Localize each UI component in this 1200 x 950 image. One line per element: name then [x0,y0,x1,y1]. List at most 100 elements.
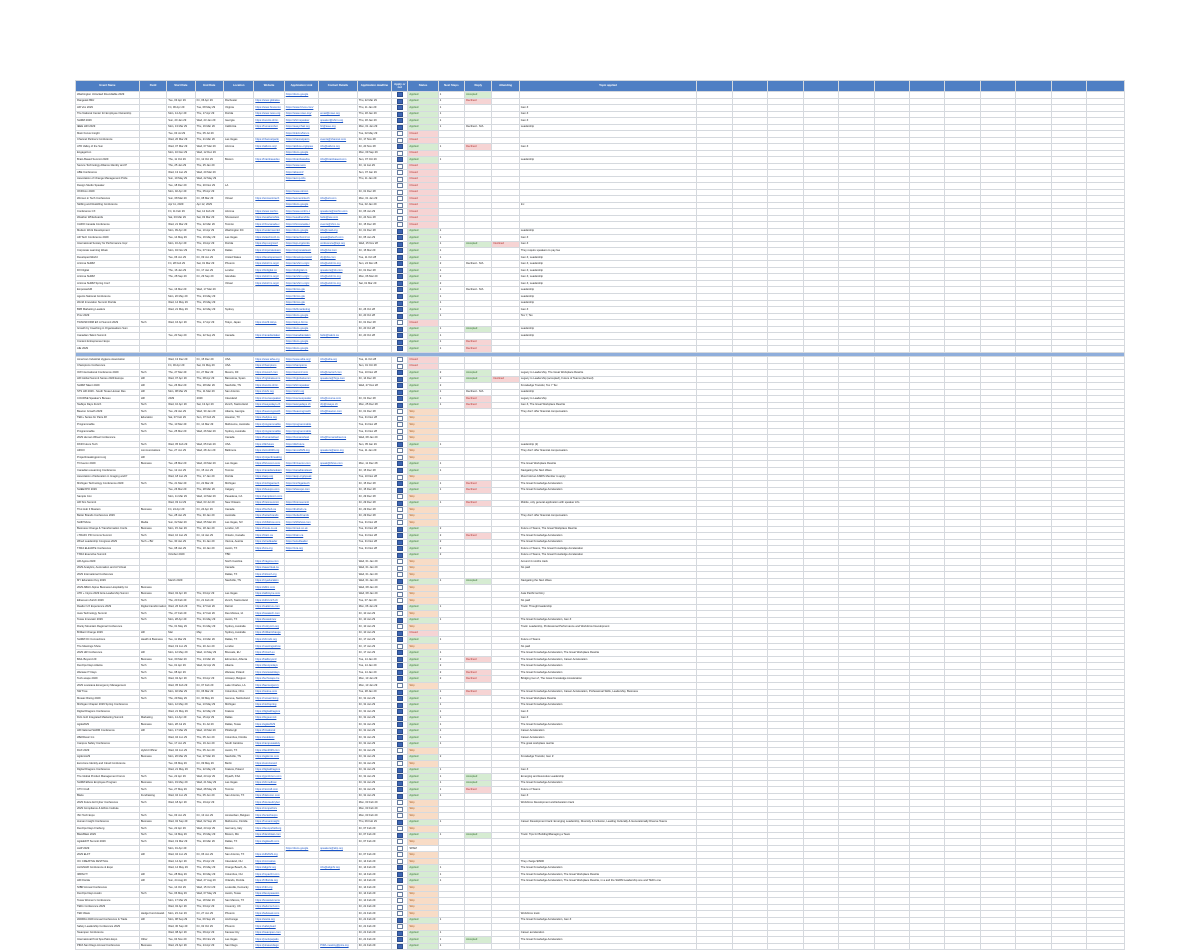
apply-checkbox[interactable] [396,340,403,345]
apply-checkbox[interactable] [396,689,403,695]
apply-checkbox[interactable] [396,500,403,506]
apply-checkbox[interactable] [396,852,403,858]
apply-checkbox[interactable] [396,644,403,649]
apply-checkbox[interactable] [396,663,403,669]
next-steps-cell[interactable]: 1 [437,942,466,950]
apply-checkbox[interactable] [396,494,403,500]
attending-cell[interactable] [491,345,520,353]
empty-cell[interactable] [696,942,733,950]
column-header[interactable]: Event Name [75,80,140,92]
apply-checkbox[interactable] [396,151,403,156]
apply-checkbox[interactable] [396,670,403,675]
apply-checkbox[interactable] [396,370,403,376]
apply-checkbox[interactable] [396,383,403,389]
apply-checkbox[interactable] [396,242,403,247]
apply-checkbox[interactable] [396,742,403,747]
column-header[interactable]: Website [253,80,285,92]
table-row[interactable]: ATD Valley of the Sun Wed, 07 Mar 29 Wed, … [75,143,1125,151]
apply-checkbox[interactable] [396,461,403,467]
apply-checkbox[interactable] [396,274,403,280]
column-header[interactable]: Start Date [166,80,196,92]
empty-header-cell[interactable] [908,80,946,92]
event-name-cell[interactable]: PIRA San Diego Annual Conference [75,942,140,950]
empty-cell[interactable] [1050,942,1088,950]
apply-checkbox[interactable] [396,878,403,884]
apply-checkbox[interactable] [396,637,403,643]
apply-checkbox[interactable] [396,761,403,767]
apply-checkbox[interactable] [396,917,403,923]
table-row[interactable]: ABE Conference Wed, 13 Jan 29 Wed, 20 Mar … [75,169,1125,177]
apply-checkbox[interactable] [396,196,403,202]
empty-cell[interactable] [802,942,840,950]
apply-checkbox[interactable] [396,468,403,473]
table-row[interactable]: CHRO Canada Conference Wed, 21 Mar 29 Thu,… [75,221,1125,229]
column-header[interactable]: Contact Details [318,80,358,92]
empty-cell[interactable] [979,942,1017,950]
apply-checkbox[interactable] [396,403,403,408]
column-header[interactable]: Field [138,80,168,92]
apply-checkbox[interactable] [396,287,403,293]
table-row[interactable]: Skilling and Reskilling Conference Apr 11… [75,201,1125,210]
apply-checkbox[interactable] [396,118,403,124]
table-row[interactable]: SHEEXPO 2029 Tue, 26 Mar 29 Thu, 28 Mar 29… [75,486,1125,495]
empty-cell[interactable] [731,942,769,950]
apply-checkbox[interactable] [396,514,403,519]
table-row[interactable]: 2029 Future Ed Cyber Conference Tech Wed, … [75,799,1125,807]
end-date-cell[interactable] [194,345,224,353]
table-row[interactable]: Association of Education in Imaging and … [75,473,1125,481]
apply-checkbox[interactable] [396,944,403,949]
apply-checkbox[interactable] [396,722,403,728]
apply-checkbox[interactable] [396,585,403,591]
apply-checkbox[interactable] [396,716,403,721]
apply-checkbox[interactable] [396,177,403,182]
column-header[interactable]: Application deadline [356,80,393,92]
empty-header-cell[interactable] [802,80,840,92]
table-row[interactable]: Mosaic Rising 2029 Tech Thu, 29 May 29 Fri,… [75,695,1125,703]
apply-checkbox[interactable] [396,170,403,176]
table-row[interactable]: Secure Technology Alliance Identity and … [75,162,1125,171]
contact-cell[interactable]: PIRA.meeting@pira.org [318,942,358,950]
apply-checkbox[interactable] [396,131,403,137]
empty-header-cell[interactable] [838,80,875,92]
apply-checkbox[interactable] [396,787,403,793]
apply-checkbox[interactable] [396,885,403,890]
empty-header-cell[interactable] [731,80,769,92]
apply-checkbox[interactable] [396,833,403,838]
apply-checkbox[interactable] [396,911,403,917]
apply-checkbox[interactable] [396,872,403,877]
table-row[interactable]: Digital Dragons Conference Wed, 21 May 29… [75,708,1125,716]
table-row[interactable]: ARCO communications Tue, 27 Jun 29 Wed, 28 … [75,447,1125,455]
empty-cell[interactable] [944,942,981,950]
table-row[interactable]: Sample Con Mon, 11 Mar 29 Wed, 13 Mar 29 Pa… [75,493,1125,501]
table-row[interactable]: AHP 2029 Mon, 01 Apr 29 Boston https://docs… [75,844,1125,853]
apply-checkbox[interactable] [396,255,403,260]
apply-checkbox[interactable] [396,229,403,234]
empty-cell[interactable] [1086,345,1125,353]
apply-checkbox[interactable] [396,222,403,228]
table-row[interactable]: WEKDesic Inc. Wed, 04 Jun 29 Thu, 05 Jun 2… [75,734,1125,742]
apply-checkbox[interactable] [396,429,403,434]
empty-header-cell[interactable] [767,80,804,92]
apply-checkbox[interactable] [396,320,403,326]
apply-checkbox[interactable] [396,125,403,130]
apply-checkbox[interactable] [396,611,403,617]
apply-checkbox[interactable] [396,455,403,460]
empty-header-cell[interactable] [944,80,981,92]
apply-checkbox[interactable] [396,546,403,552]
apply-checkbox-cell[interactable] [391,942,409,950]
apply-checkbox[interactable] [396,527,403,532]
column-header[interactable]: Next Steps [437,80,466,92]
apply-checkbox[interactable] [396,442,403,447]
apply-checkbox[interactable] [396,448,403,454]
table-row[interactable]: Thrivecon 2029 Business Tue, 28 Mar 29 Wed,… [75,460,1125,468]
apply-checkbox[interactable] [396,281,403,286]
table-row[interactable]: Corporate Learning Week Mon, 04 Nov 29 Thu… [75,247,1125,255]
empty-cell[interactable] [767,942,804,950]
apply-checkbox[interactable] [396,157,403,163]
table-row[interactable]: Modern Work Development Mon, 09 Apr 29 Tue… [75,227,1125,236]
apply-checkbox[interactable] [396,261,403,267]
apply-checkbox[interactable] [396,891,403,897]
empty-header-cell[interactable] [979,80,1017,92]
apply-checkbox[interactable] [396,904,403,910]
apply-checkbox[interactable] [396,307,403,313]
